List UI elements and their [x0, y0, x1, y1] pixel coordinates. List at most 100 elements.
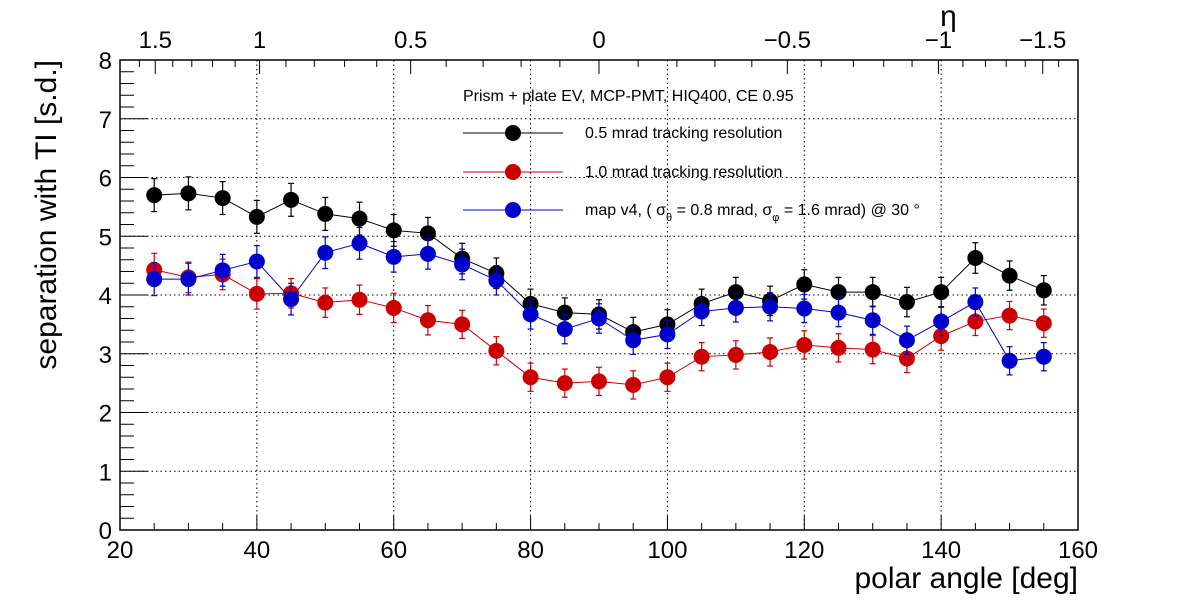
- data-point: [248, 253, 265, 270]
- data-point: [351, 235, 368, 252]
- data-point: [454, 316, 471, 333]
- x-tick-label: 20: [107, 537, 134, 564]
- data-point: [864, 284, 881, 301]
- legend-label: 1.0 mrad tracking resolution: [585, 164, 782, 181]
- data-point: [796, 336, 813, 353]
- data-point: [385, 299, 402, 316]
- x-tick-label: 40: [244, 537, 271, 564]
- data-point: [1001, 267, 1018, 284]
- legend: Prism + plate EV, MCP-PMT, HIQ400, CE 0.…: [463, 88, 920, 224]
- eta-tick-label: −0.5: [764, 27, 811, 54]
- y-tick-label: 8: [99, 48, 112, 75]
- legend-label: 0.5 mrad tracking resolution: [585, 125, 782, 142]
- data-point: [1001, 352, 1018, 369]
- x-tick-label: 100: [647, 537, 687, 564]
- data-point: [693, 348, 710, 365]
- data-point: [727, 284, 744, 301]
- data-point: [419, 225, 436, 242]
- eta-tick-label: 0.5: [394, 27, 427, 54]
- legend-entry: map v4, ( σθ = 0.8 mrad, σφ = 1.6 mrad) …: [463, 202, 920, 224]
- data-point: [522, 369, 539, 386]
- data-point: [351, 291, 368, 308]
- data-point: [180, 271, 197, 288]
- y-tick-label: 2: [99, 401, 112, 428]
- data-point: [762, 298, 779, 315]
- data-point: [317, 205, 334, 222]
- data-point: [933, 284, 950, 301]
- data-point: [693, 303, 710, 320]
- data-point: [454, 256, 471, 273]
- data-point: [796, 276, 813, 293]
- data-point: [591, 373, 607, 390]
- data-point: [830, 304, 847, 321]
- legend-entry: 0.5 mrad tracking resolution: [463, 125, 782, 142]
- series-2: [146, 252, 1052, 400]
- data-point: [727, 299, 744, 316]
- data-point: [864, 341, 881, 358]
- data-point: [967, 249, 984, 266]
- data-point: [283, 191, 300, 208]
- data-point: [488, 272, 505, 289]
- eta-tick-label: 1: [253, 27, 266, 54]
- x-tick-label: 140: [921, 537, 961, 564]
- data-point: [898, 294, 915, 311]
- data-point: [1035, 315, 1052, 332]
- data-point: [898, 350, 915, 367]
- axes: 20 40 60 80 100 120 140 160 0 1 2 3 4 5 6 7 8 1.5 1 0.5 0 −0.…: [99, 27, 1098, 564]
- data-point: [556, 375, 573, 392]
- data-point: [248, 208, 265, 225]
- data-point: [830, 284, 847, 301]
- eta-tick-label: 1.5: [139, 27, 172, 54]
- data-point: [967, 313, 984, 330]
- y-tick-label: 0: [99, 518, 112, 545]
- data-point: [1035, 348, 1052, 365]
- data-point: [146, 187, 163, 204]
- data-point: [796, 300, 813, 317]
- y-axis-title: separation with TI [s.d.]: [30, 60, 63, 370]
- data-point: [214, 190, 231, 207]
- data-point: [180, 185, 197, 202]
- y-tick-label: 7: [99, 107, 112, 134]
- x-tick-label: 120: [784, 537, 824, 564]
- data-point: [385, 248, 402, 265]
- eta-axis-title: η: [940, 0, 957, 33]
- data-point: [933, 313, 950, 330]
- data-point: [830, 339, 847, 356]
- data-point: [385, 222, 402, 239]
- y-tick-label: 6: [99, 166, 112, 193]
- data-point: [659, 369, 676, 386]
- legend-label: map v4, ( σθ = 0.8 mrad, σφ = 1.6 mrad) …: [585, 202, 920, 224]
- legend-marker: [505, 202, 521, 218]
- data-point: [1001, 307, 1018, 324]
- legend-marker: [505, 164, 521, 180]
- x-axis-title: polar angle [deg]: [854, 562, 1078, 595]
- data-point: [419, 312, 436, 329]
- x-tick-label: 160: [1058, 537, 1098, 564]
- y-tick-label: 1: [99, 459, 112, 486]
- data-point: [762, 343, 779, 360]
- legend-marker: [505, 125, 521, 141]
- data-point: [317, 294, 334, 311]
- data-point: [351, 210, 368, 227]
- y-tick-label: 4: [99, 283, 112, 310]
- data-point: [248, 285, 265, 302]
- data-point: [214, 262, 231, 279]
- data-point: [625, 376, 642, 393]
- data-point: [1035, 282, 1052, 299]
- data-point: [727, 346, 744, 363]
- eta-tick-label: −1.5: [1019, 27, 1066, 54]
- data-point: [522, 306, 539, 323]
- data-point: [317, 244, 334, 261]
- x-tick-label: 80: [517, 537, 544, 564]
- data-point: [488, 342, 505, 359]
- y-tick-label: 3: [99, 342, 112, 369]
- series-3: [146, 226, 1052, 376]
- legend-header: Prism + plate EV, MCP-PMT, HIQ400, CE 0.…: [463, 88, 794, 105]
- series-layer: [146, 176, 1052, 400]
- data-point: [625, 332, 642, 349]
- data-point: [556, 321, 573, 338]
- data-point: [864, 312, 881, 329]
- eta-tick-label: 0: [592, 27, 605, 54]
- data-point: [283, 291, 300, 308]
